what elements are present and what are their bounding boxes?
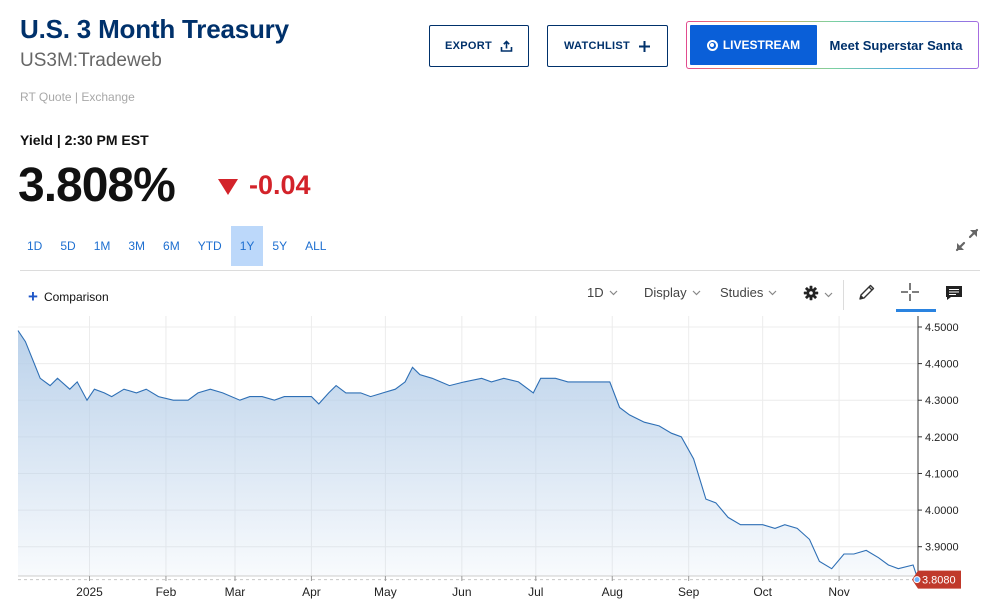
last-point-marker <box>913 576 921 584</box>
plus-icon: + <box>28 287 38 306</box>
range-6m[interactable]: 6M <box>163 239 180 253</box>
annotation-tool-button[interactable] <box>944 283 964 306</box>
range-5d[interactable]: 5D <box>60 239 76 253</box>
yield-line <box>17 330 919 580</box>
comparison-button[interactable]: + Comparison <box>28 288 109 305</box>
y-axis-ticks: 4.5000 4.4000 4.3000 4.2000 4.1000 4.0000 3.90… <box>918 322 959 554</box>
quote-source: RT Quote | Exchange <box>20 90 135 104</box>
y-tick-label: 3.9000 <box>925 542 959 554</box>
y-tick-label: 4.2000 <box>925 432 959 444</box>
x-tick-label: Aug <box>602 585 623 599</box>
live-radio-icon <box>706 39 718 51</box>
range-ytd[interactable]: YTD <box>197 239 222 253</box>
livestream-title[interactable]: Meet Superstar Santa <box>829 37 963 53</box>
symbol-label: US3M:Tradeweb <box>20 50 162 71</box>
x-tick-label: May <box>374 585 397 599</box>
interval-label: 1D <box>587 285 604 300</box>
yield-area <box>18 330 918 580</box>
gear-icon <box>803 285 819 304</box>
comparison-label: Comparison <box>43 289 109 304</box>
current-value-badge-bg <box>912 570 961 589</box>
livestream-banner[interactable]: LIVESTREAM Meet Superstar Santa <box>686 21 979 69</box>
yield-timestamp: Yield | 2:30 PM EST <box>20 132 149 148</box>
crosshair-tool-button[interactable] <box>900 282 920 305</box>
current-value-badge: 3.8080 <box>912 570 961 589</box>
yield-chart[interactable]: 4.5000 4.4000 4.3000 4.2000 4.1000 4.0000 3.90… <box>0 316 990 602</box>
y-tick-label: 4.1000 <box>925 468 959 480</box>
y-tick-label: 4.5000 <box>925 322 959 334</box>
toolbar-separator <box>843 280 844 310</box>
x-tick-label: Mar <box>225 585 246 599</box>
display-label: Display <box>644 285 687 300</box>
x-tick-label: Feb <box>156 585 177 599</box>
interval-dropdown[interactable]: 1D <box>587 285 618 300</box>
chevron-down-icon <box>692 290 701 296</box>
range-1d[interactable]: 1D <box>27 239 43 253</box>
livestream-label: LIVESTREAM <box>722 38 801 52</box>
price-change: -0.04 <box>218 170 311 201</box>
chevron-down-icon <box>609 290 618 296</box>
range-selector: 1D 5D 1M 3M 6M YTD 1Y 5Y ALL <box>18 226 335 266</box>
x-tick-label: Oct <box>753 585 772 599</box>
export-button[interactable]: EXPORT <box>429 25 529 67</box>
chevron-down-icon <box>824 292 833 298</box>
range-3m[interactable]: 3M <box>128 239 146 253</box>
expand-icon[interactable] <box>954 227 980 253</box>
current-value-label: 3.8080 <box>922 575 956 587</box>
upload-icon <box>500 39 513 53</box>
chevron-down-icon <box>768 290 777 296</box>
x-tick-label: Apr <box>302 585 321 599</box>
y-tick-label: 4.4000 <box>925 359 959 371</box>
toolbar-divider <box>20 270 980 271</box>
x-tick-label: Jun <box>452 585 471 599</box>
crosshair-icon <box>900 282 920 305</box>
y-tick-label: 4.0000 <box>925 505 959 517</box>
draw-tool-button[interactable] <box>857 282 877 305</box>
range-all[interactable]: ALL <box>305 239 327 253</box>
display-dropdown[interactable]: Display <box>644 285 701 300</box>
range-5y[interactable]: 5Y <box>272 239 288 253</box>
x-tick-label: 2025 <box>76 585 103 599</box>
studies-label: Studies <box>720 285 764 300</box>
range-1m[interactable]: 1M <box>93 239 111 253</box>
active-tool-indicator <box>896 309 936 312</box>
settings-dropdown[interactable] <box>803 285 833 304</box>
x-tick-label: Nov <box>828 585 849 599</box>
export-label: EXPORT <box>444 40 493 52</box>
watchlist-button[interactable]: WATCHLIST <box>547 25 668 67</box>
range-1y[interactable]: 1Y <box>230 226 264 266</box>
studies-dropdown[interactable]: Studies <box>720 285 777 300</box>
page-title: U.S. 3 Month Treasury <box>20 14 289 44</box>
x-axis-ticks: 2025 Feb Mar Apr May Jun Jul Aug Sep Oct Nov <box>76 576 850 599</box>
comment-icon <box>944 283 964 306</box>
x-tick-label: Jul <box>528 585 543 599</box>
livestream-badge[interactable]: LIVESTREAM <box>690 25 817 65</box>
plus-icon <box>638 40 651 53</box>
x-tick-label: Sep <box>678 585 700 599</box>
price-value: 3.808% <box>18 159 176 212</box>
change-value: -0.04 <box>249 170 311 200</box>
down-arrow-icon <box>218 178 238 195</box>
y-tick-label: 4.3000 <box>925 395 959 407</box>
watchlist-label: WATCHLIST <box>563 40 631 52</box>
pencil-icon <box>857 282 877 305</box>
